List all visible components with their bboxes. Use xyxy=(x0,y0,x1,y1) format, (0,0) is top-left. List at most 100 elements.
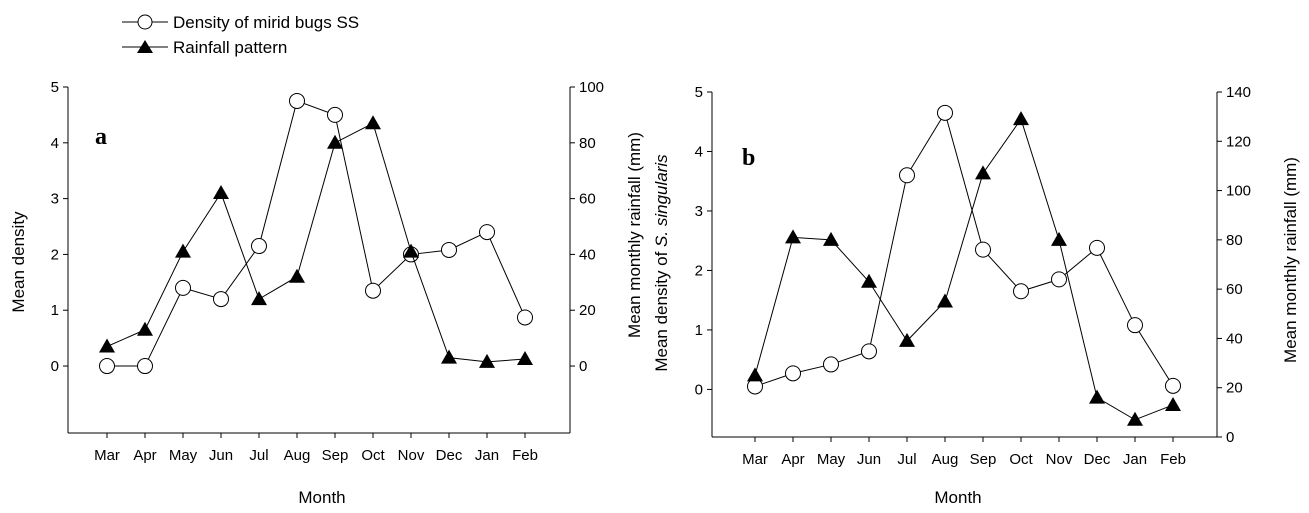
panel-a-x-axis-label: Month xyxy=(298,488,345,507)
panel-b-x-tick-label: Nov xyxy=(1046,451,1073,468)
panel-b-right-tick-label: 120 xyxy=(1226,133,1251,150)
panel-b-left-tick-label: 4 xyxy=(695,143,703,160)
panel-b-x-tick-label: Jan xyxy=(1123,451,1147,468)
panel-b-left-tick-label: 0 xyxy=(695,381,703,398)
panel-a-density-line xyxy=(107,100,526,367)
panel-a-density-point xyxy=(479,224,495,241)
panel-b-density-point xyxy=(937,104,953,121)
panel-a-rainfall-point xyxy=(289,268,305,283)
panel-b-x-tick-label: May xyxy=(817,451,846,468)
panel-a-rainfall-line xyxy=(106,122,526,363)
panel-a-x-tick-label: Oct xyxy=(361,447,385,464)
panel-b-density-point xyxy=(1127,317,1143,334)
panel-a-x-tick-label: Dec xyxy=(436,447,463,464)
panel-b-rainfall-point xyxy=(861,273,877,288)
panel-b-x-tick-label: Oct xyxy=(1009,451,1033,468)
panel-a-right-tick-label: 0 xyxy=(579,358,587,375)
panel-a-density-point xyxy=(213,291,229,308)
panel-a-right-axis-label: Mean monthly rainfall (mm) xyxy=(625,132,644,338)
panel-a-density-point xyxy=(175,279,191,296)
panel-a-right-tick-label: 100 xyxy=(579,79,604,96)
legend: Density of mirid bugs SS Rainfall patter… xyxy=(122,13,359,57)
panel-a-x-tick-label: Feb xyxy=(512,447,538,464)
panel-b-rainfall-point xyxy=(1013,111,1029,126)
panel-b-x-tick-label: Apr xyxy=(781,451,804,468)
panel-a-density-point xyxy=(251,238,267,255)
panel-a-right-tick-label: 60 xyxy=(579,191,596,208)
panel-b-rainfall-point xyxy=(975,165,991,180)
panel-a-left-tick-label: 3 xyxy=(51,191,59,208)
panel-b-right-tick-label: 40 xyxy=(1226,330,1243,347)
panel-b-label: b xyxy=(742,145,755,171)
panel-a-x-tick-label: Jan xyxy=(475,447,499,464)
panel-a-rainfall-point xyxy=(403,243,419,258)
panel-a-x-tick-label: Mar xyxy=(94,447,120,464)
panel-b-left-tick-label: 2 xyxy=(695,262,703,279)
panel-a-right-tick-label: 40 xyxy=(579,246,596,263)
panel-a-x-tick-label: Sep xyxy=(322,447,349,464)
panel-a-x-tick-label: Nov xyxy=(398,447,425,464)
panel-b-x-tick-label: Feb xyxy=(1160,451,1186,468)
panel-b-rainfall-point xyxy=(1051,231,1067,246)
panel-a-label: a xyxy=(95,124,107,150)
panel-a-x-tick-label: Jul xyxy=(249,447,268,464)
panel-a-x-tick-label: Apr xyxy=(133,447,156,464)
panel-a-right-tick-label: 20 xyxy=(579,302,596,319)
panel-b-rainfall-line xyxy=(754,117,1174,421)
panel-a-rainfall-point xyxy=(213,185,229,200)
panel-b-right-tick-label: 20 xyxy=(1226,380,1243,397)
panel-a-density-point xyxy=(365,282,381,299)
panel-b-right-tick-label: 80 xyxy=(1226,232,1243,249)
legend-density-marker xyxy=(137,14,153,30)
panel-a-density-point xyxy=(137,358,153,375)
panel-a-density-point xyxy=(517,309,533,326)
panel-a-left-tick-label: 0 xyxy=(51,358,59,375)
panel-a-x-tick-label: May xyxy=(169,447,198,464)
panel-a-density-point xyxy=(99,358,115,375)
panel-b-density-point xyxy=(975,241,991,258)
panel-a-x-tick-label: Jun xyxy=(209,447,233,464)
panel-b-x-tick-label: Jul xyxy=(897,451,916,468)
panel-b-right-tick-label: 100 xyxy=(1226,183,1251,200)
panel-a-rainfall-point xyxy=(175,243,191,258)
panel-b-right-tick-label: 140 xyxy=(1226,84,1251,101)
panel-b-rainfall-point xyxy=(747,367,763,382)
panel-b-rainfall-point xyxy=(899,332,915,347)
panel-b-left-tick-label: 1 xyxy=(695,322,703,339)
panel-b-density-point xyxy=(785,365,801,382)
panel-a-rainfall-point xyxy=(137,321,153,336)
panel-b-x-tick-label: Aug xyxy=(932,451,959,468)
panel-b-rainfall-point xyxy=(823,231,839,246)
panel-a-density-point xyxy=(289,92,305,109)
panel-b-x-tick-label: Dec xyxy=(1084,451,1111,468)
panel-b-left-axis-label: Mean density of S. singularis xyxy=(652,154,671,372)
panel-b-rainfall-point xyxy=(1165,396,1181,411)
panel-a-left-tick-label: 2 xyxy=(51,246,59,263)
panel-b-x-tick-label: Jun xyxy=(857,451,881,468)
panel-a-x-tick-label: Aug xyxy=(284,447,311,464)
panel-b-density-point xyxy=(1165,377,1181,394)
panel-b-density-line xyxy=(754,111,1174,387)
panel-b-density-point xyxy=(1089,239,1105,256)
panel-b-rainfall-point xyxy=(1127,411,1143,426)
legend-rainfall-marker xyxy=(137,40,153,53)
panel-b-x-axis-label: Month xyxy=(934,488,981,507)
panel-a-rainfall-point xyxy=(327,134,343,149)
panel-b-left-tick-label: 3 xyxy=(695,203,703,220)
panel-b-rainfall-point xyxy=(785,229,801,244)
panel-b-density-point xyxy=(1051,271,1067,288)
panel-a-density-point xyxy=(327,106,343,123)
panel-b-right-axis-label: Mean monthly rainfall (mm) xyxy=(1281,157,1300,363)
panel-b-x-tick-label: Sep xyxy=(970,451,997,468)
chart-panel-b: b Mean density of S. singularis Mean mon… xyxy=(652,84,1300,507)
panel-a-left-tick-label: 4 xyxy=(51,135,59,152)
panel-b-left-tick-label: 5 xyxy=(695,84,703,101)
panel-a-rainfall-point xyxy=(441,349,457,364)
legend-rainfall-label: Rainfall pattern xyxy=(173,38,287,57)
panel-a-left-tick-label: 1 xyxy=(51,302,59,319)
panel-b-rainfall-point xyxy=(937,293,953,308)
panel-a-density-point xyxy=(441,241,457,258)
panel-a-rainfall-point xyxy=(517,351,533,366)
panel-b-density-point xyxy=(1013,283,1029,300)
